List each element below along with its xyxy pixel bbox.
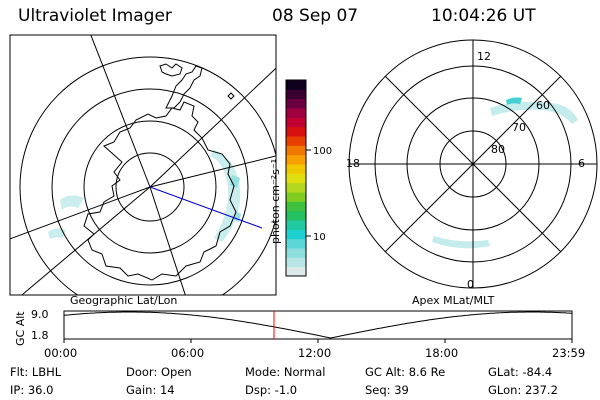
info-seq: Seq: 39 [365,383,409,397]
time-label: 10:04:26 UT [431,6,536,26]
colorbar-cell [286,229,306,240]
info-dsp: Dsp: -1.0 [245,383,298,397]
geographic-map [9,34,277,296]
right-panel-caption: Apex MLat/MLT [412,294,495,307]
colorbar-cells [286,80,306,277]
left-panel-frame [9,34,277,296]
colorbar-cell [286,145,306,156]
island-outline [227,92,235,100]
colorbar-cell [286,266,306,277]
colorbar-cell [286,238,306,249]
altitude-curve [63,311,573,339]
mlat-label-70: 70 [512,121,526,134]
colorbar-cell [286,108,306,118]
peninsula-outline [165,65,203,109]
colorbar-cell [286,173,306,184]
colorbar-cell [286,210,306,221]
mlat-label-60: 60 [536,99,550,112]
info-gc-alt: GC Alt: 8.6 Re [365,365,446,379]
info-ip: IP: 36.0 [10,383,54,397]
left-panel-caption: Geographic Lat/Lon [70,294,178,307]
colorbar-cell [286,117,306,128]
mlt-label-0: 0 [467,278,474,291]
colorbar-cell [286,126,306,137]
instrument-title: Ultraviolet Imager [18,6,172,26]
apex-polar-plot: 12 18 6 0 60 70 80 [346,39,598,291]
colorbar-cell [286,98,306,109]
latitude-circles [19,56,276,295]
timeline-y-tick-low: 1.8 [31,329,49,342]
mlt-lines [349,40,597,288]
colorbar-cell [286,248,306,258]
timeline-x-tick-0600: 06:00 [171,346,205,360]
altitude-timeline: GC Alt 9.0 1.8 [14,308,573,346]
date-label: 08 Sep 07 [272,6,359,26]
colorbar-unit-label: photon cm⁻²s⁻¹ [269,159,282,244]
mlt-label-12: 12 [477,50,491,63]
info-flt: Flt: LBHL [10,365,62,379]
south-america-tip [159,63,183,77]
colorbar: 100 10 photon cm⁻²s⁻¹ [269,79,332,277]
info-glon: GLon: 237.2 [488,383,558,397]
timeline-x-tick-1200: 12:00 [298,346,332,360]
timeline-x-tick-2359: 23:59 [552,346,586,360]
colorbar-cell [286,201,306,212]
info-gain: Gain: 14 [126,383,175,397]
colorbar-cell [286,89,306,100]
timeline-y-tick-high: 9.0 [31,308,49,321]
timeline-x-tick-0000: 00:00 [44,346,78,360]
colorbar-cell [286,257,306,268]
timeline-x-tick-1800: 18:00 [425,346,459,360]
aurora-speckles-right [432,97,578,249]
track-line [149,186,263,229]
colorbar-cell [286,192,306,202]
info-mode: Mode: Normal [245,365,326,379]
colorbar-cell [286,136,306,146]
colorbar-cell [286,220,306,230]
colorbar-frame [285,79,307,277]
colorbar-tick-label-10: 10 [313,232,326,243]
mlt-label-18: 18 [346,157,360,170]
colorbar-cell [286,182,306,193]
timeline-ticks [63,339,573,343]
colorbar-cell [286,164,306,174]
timeline-frame [63,310,573,340]
colorbar-tick-label-100: 100 [313,146,332,157]
meridian-lines [10,35,276,295]
info-door: Door: Open [126,365,192,379]
mlt-label-6: 6 [578,157,585,170]
mlat-label-80: 80 [491,143,505,156]
timeline-y-label: GC Alt [14,311,27,346]
info-glat: GLat: -84.4 [488,365,553,379]
colorbar-cell [286,80,306,90]
colorbar-cell [286,154,306,165]
